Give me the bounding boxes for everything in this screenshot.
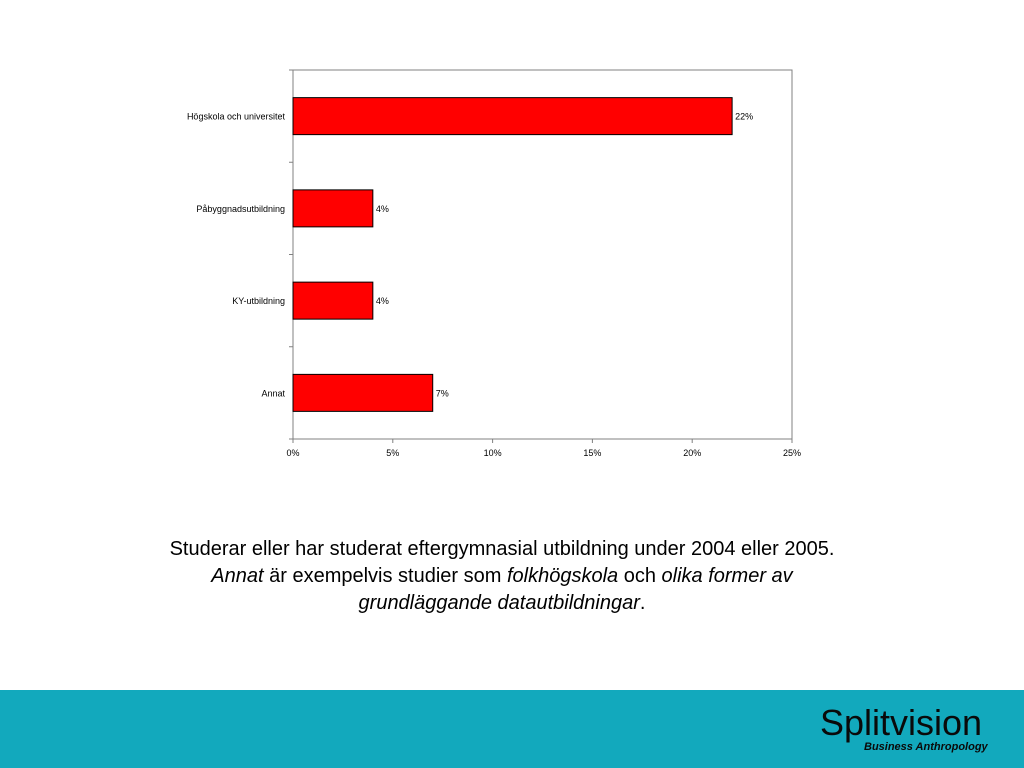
caption-text-3: och [618, 565, 662, 587]
bar [292, 373, 434, 412]
x-tick-label: 15% [583, 448, 601, 458]
bar [292, 97, 733, 136]
caption-text-4: . [639, 592, 646, 614]
x-tick-label: 20% [683, 448, 701, 458]
chart-caption: Studerar eller har studerat eftergymnasi… [150, 536, 854, 617]
caption-text-1: Studerar eller har studerat eftergymnasi… [169, 538, 835, 560]
x-tick-label: 25% [783, 448, 801, 458]
data-label: 4% [376, 296, 389, 306]
data-label: 7% [436, 388, 449, 398]
category-label: Högskola och universitet [187, 112, 286, 122]
logo-tagline: Business Anthropology [864, 741, 989, 753]
category-label: Påbyggnadsutbildning [196, 204, 285, 214]
x-tick-label: 5% [386, 448, 399, 458]
data-label: 4% [376, 204, 389, 214]
x-tick-label: 0% [286, 448, 299, 458]
bar [292, 189, 374, 228]
splitvision-logo: Splitvision Business Anthropology [818, 702, 1013, 758]
caption-olika: olika former av grundläggande datautbild… [358, 565, 793, 614]
bar [292, 281, 374, 320]
bar-chart: 0% 5% 10% 15% 20% 25% Högskola och universitet… [187, 69, 801, 458]
category-label: KY-utbildning [232, 296, 285, 306]
data-label: 22% [735, 112, 753, 122]
caption-folkhogskola: folkhögskola [506, 565, 619, 587]
category-label: Annat [261, 388, 285, 398]
caption-text-2: är exempelvis studier som [263, 565, 507, 587]
footer-band [0, 690, 1024, 768]
caption-annat: Annat [211, 565, 264, 587]
x-tick-label: 10% [484, 448, 502, 458]
logo-wordmark: Splitvision [820, 702, 982, 743]
